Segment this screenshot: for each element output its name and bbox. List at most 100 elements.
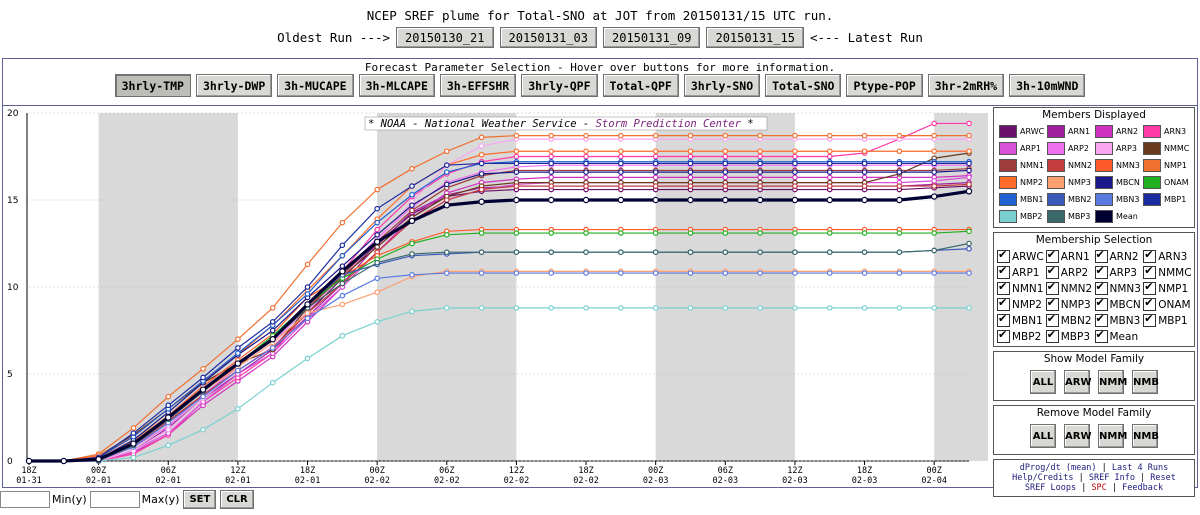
member-checkbox-mbp2[interactable]: MBP2 — [997, 328, 1046, 343]
members-legend: ARWC ARN1 ARN2 ARN3 ARP1 ARP2 ARP3 NMMC NMN1 NMN2… — [994, 123, 1194, 227]
data-point-mbp3 — [618, 249, 624, 256]
param-button-3hrly-qpf[interactable]: 3hrly-QPF — [521, 74, 598, 97]
legend-item-mbp2: MBP2 — [999, 210, 1047, 223]
x-tick-label-hour: 06Z — [718, 466, 733, 476]
checkbox-checked-icon[interactable] — [997, 328, 1010, 343]
param-button-total-qpf[interactable]: Total-QPF — [602, 74, 679, 97]
checkbox-checked-icon[interactable] — [1094, 264, 1108, 279]
param-button-3h-mlcape[interactable]: 3h-MLCAPE — [358, 74, 435, 97]
member-checkbox-mbn3[interactable]: MBN3 — [1094, 312, 1144, 327]
data-point-mbcn — [931, 169, 937, 175]
show-all-button[interactable]: ALL — [1030, 370, 1056, 394]
spc-link[interactable]: SPC — [1091, 483, 1107, 493]
checkbox-checked-icon[interactable] — [1143, 264, 1157, 279]
min-y-input[interactable] — [0, 491, 50, 508]
run-button-2[interactable]: 20150131_03 — [499, 27, 597, 48]
run-button-3[interactable]: 20150131_09 — [603, 27, 701, 48]
remove-nmb-button[interactable]: NMB — [1132, 424, 1159, 448]
x-tick-label-hour: 00Z — [91, 466, 106, 476]
checkbox-checked-icon[interactable] — [1045, 264, 1059, 279]
member-checkbox-nmn1[interactable]: NMN1 — [997, 280, 1046, 295]
checkbox-checked-icon[interactable] — [997, 312, 1010, 327]
param-button-3h-10mwnd[interactable]: 3h-10mWND — [1009, 74, 1086, 97]
member-checkbox-mean[interactable]: Mean — [1094, 328, 1144, 343]
checkbox-checked-icon[interactable] — [1094, 296, 1108, 311]
param-button-total-sno[interactable]: Total-SNO — [765, 74, 842, 97]
help-credits-link[interactable]: Help/Credits — [1012, 473, 1074, 483]
data-point-onam — [861, 230, 868, 236]
member-checkbox-arwc[interactable]: ARWC — [997, 248, 1046, 263]
remove-arw-button[interactable]: ARW — [1064, 424, 1091, 448]
remove-nmm-button[interactable]: NMM — [1098, 424, 1127, 448]
checkbox-checked-icon[interactable] — [1143, 296, 1157, 311]
member-checkbox-arn2[interactable]: ARN2 — [1094, 248, 1144, 263]
remove-all-button[interactable]: ALL — [1030, 424, 1056, 448]
member-checkbox-mbp3[interactable]: MBP3 — [1045, 328, 1095, 343]
reset-link[interactable]: Reset — [1150, 473, 1176, 483]
member-checkbox-mbp1[interactable]: MBP1 — [1143, 312, 1192, 327]
data-point-arn3 — [826, 153, 833, 160]
clr-button[interactable]: CLR — [220, 490, 254, 509]
max-y-input[interactable] — [89, 491, 140, 508]
set-button[interactable]: SET — [183, 490, 217, 509]
run-button-4[interactable]: 20150131_15 — [706, 27, 804, 48]
checkbox-checked-icon[interactable] — [1094, 248, 1108, 263]
checkbox-checked-icon[interactable] — [1143, 312, 1157, 327]
checkbox-checked-icon[interactable] — [1045, 312, 1059, 327]
checkbox-checked-icon[interactable] — [1094, 280, 1108, 295]
member-checkbox-arn1[interactable]: ARN1 — [1045, 248, 1095, 263]
checkbox-checked-icon[interactable] — [1045, 296, 1059, 311]
param-button-3hrly-tmp[interactable]: 3hrly-TMP — [114, 74, 191, 97]
series-line-mbn3 — [29, 272, 969, 462]
param-button-3hrly-sno[interactable]: 3hrly-SNO — [683, 74, 761, 97]
checkbox-checked-icon[interactable] — [1143, 280, 1157, 295]
dprog-link[interactable]: dProg/dt (mean) — [1019, 463, 1097, 473]
checkbox-checked-icon[interactable] — [997, 280, 1010, 295]
feedback-link[interactable]: Feedback — [1122, 483, 1164, 493]
checkbox-checked-icon[interactable] — [997, 248, 1010, 263]
member-checkbox-nmp2[interactable]: NMP2 — [997, 296, 1046, 311]
data-point-mbp1 — [443, 162, 450, 169]
run-selector: Oldest Run ---> 20150130_21 20150131_03 … — [0, 27, 1200, 48]
member-checkbox-mbcn[interactable]: MBCN — [1094, 296, 1144, 311]
member-checkbox-mbn1[interactable]: MBN1 — [997, 312, 1046, 327]
member-checkbox-onam[interactable]: ONAM — [1143, 296, 1192, 311]
series-line-arn3 — [29, 122, 969, 462]
member-checkbox-arp1[interactable]: ARP1 — [997, 264, 1046, 279]
param-button-3hr-2mrh-[interactable]: 3hr-2mRH% — [927, 74, 1005, 97]
data-point-mbp2 — [757, 305, 763, 311]
last-4-runs-link[interactable]: Last 4 Runs — [1111, 463, 1169, 473]
member-checkbox-arn3[interactable]: ARN3 — [1143, 248, 1192, 263]
data-point-mbp3 — [478, 249, 485, 256]
show-nmm-button[interactable]: NMM — [1098, 370, 1127, 394]
param-button-3h-mucape[interactable]: 3h-MUCAPE — [277, 74, 354, 97]
param-button-3hrly-dwp[interactable]: 3hrly-DWP — [195, 74, 273, 97]
checkbox-checked-icon[interactable] — [1045, 248, 1059, 263]
run-button-1[interactable]: 20150130_21 — [396, 27, 494, 48]
checkbox-checked-icon[interactable] — [997, 264, 1010, 279]
show-nmb-button[interactable]: NMB — [1132, 370, 1159, 394]
param-button-3h-effshr[interactable]: 3h-EFFSHR — [439, 74, 517, 97]
checkbox-checked-icon[interactable] — [997, 296, 1010, 311]
member-checkbox-arp2[interactable]: ARP2 — [1045, 264, 1095, 279]
checkbox-checked-icon[interactable] — [1143, 248, 1157, 263]
member-checkbox-nmn3[interactable]: NMN3 — [1094, 280, 1144, 295]
member-checkbox-arp3[interactable]: ARP3 — [1094, 264, 1144, 279]
show-arw-button[interactable]: ARW — [1064, 370, 1091, 394]
member-checkbox-nmp3[interactable]: NMP3 — [1045, 296, 1095, 311]
member-checkbox-mbn2[interactable]: MBN2 — [1045, 312, 1095, 327]
legend-swatch — [1143, 142, 1161, 155]
sref-info-link[interactable]: SREF Info — [1088, 473, 1135, 483]
param-button-ptype-pop[interactable]: Ptype-POP — [846, 74, 923, 97]
member-checkbox-nmn2[interactable]: NMN2 — [1045, 280, 1095, 295]
checkbox-checked-icon[interactable] — [1094, 328, 1108, 343]
noaa-banner: * NOAA - National Weather Service - Stor… — [368, 118, 754, 130]
checkbox-checked-icon[interactable] — [1094, 312, 1108, 327]
checkbox-checked-icon[interactable] — [1045, 280, 1059, 295]
sref-loops-link[interactable]: SREF Loops — [1024, 483, 1077, 493]
member-checkbox-nmp1[interactable]: NMP1 — [1143, 280, 1192, 295]
data-point-nmp2 — [826, 148, 833, 155]
data-point-mean — [965, 188, 973, 195]
checkbox-checked-icon[interactable] — [1045, 328, 1059, 343]
member-checkbox-nmmc[interactable]: NMMC — [1143, 264, 1192, 279]
